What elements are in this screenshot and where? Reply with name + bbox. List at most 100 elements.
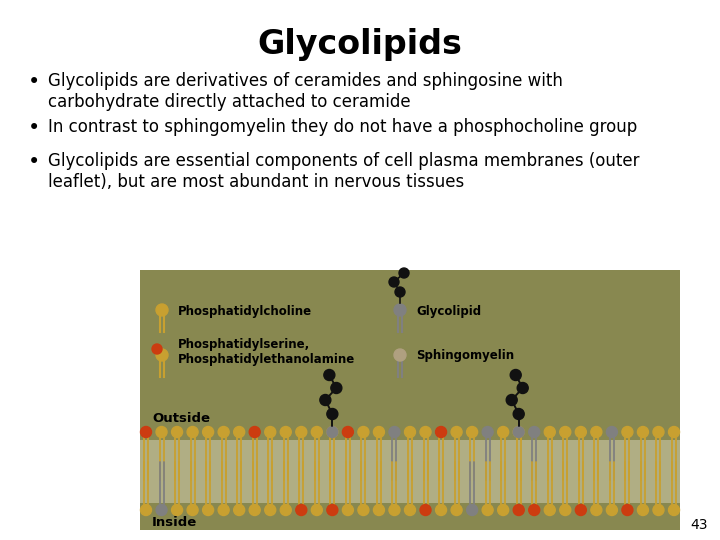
Circle shape xyxy=(389,427,400,437)
Circle shape xyxy=(343,427,354,437)
Circle shape xyxy=(559,504,571,516)
Text: •: • xyxy=(28,152,40,172)
Circle shape xyxy=(653,427,664,437)
Circle shape xyxy=(187,427,198,437)
Text: Glycolipids: Glycolipids xyxy=(258,28,462,61)
Circle shape xyxy=(622,504,633,516)
Circle shape xyxy=(482,427,493,437)
Circle shape xyxy=(389,504,400,516)
Circle shape xyxy=(327,504,338,516)
Text: Inside: Inside xyxy=(152,516,197,529)
Circle shape xyxy=(389,277,399,287)
Circle shape xyxy=(451,504,462,516)
Circle shape xyxy=(591,504,602,516)
Circle shape xyxy=(606,427,617,437)
Circle shape xyxy=(498,504,508,516)
Circle shape xyxy=(498,427,508,437)
Text: Glycolipid: Glycolipid xyxy=(416,306,481,319)
Text: Glycolipids are derivatives of ceramides and sphingosine with
carbohydrate direc: Glycolipids are derivatives of ceramides… xyxy=(48,72,563,111)
Circle shape xyxy=(405,504,415,516)
Circle shape xyxy=(517,382,528,394)
Circle shape xyxy=(510,369,521,381)
Circle shape xyxy=(327,408,338,420)
Circle shape xyxy=(395,287,405,297)
Circle shape xyxy=(343,504,354,516)
Circle shape xyxy=(528,504,540,516)
Circle shape xyxy=(296,427,307,437)
Circle shape xyxy=(358,427,369,437)
Text: •: • xyxy=(28,118,40,138)
Circle shape xyxy=(575,427,586,437)
Circle shape xyxy=(187,504,198,516)
Circle shape xyxy=(320,395,331,406)
Bar xyxy=(140,440,680,503)
Circle shape xyxy=(559,427,571,437)
Circle shape xyxy=(358,504,369,516)
Circle shape xyxy=(467,504,477,516)
Circle shape xyxy=(311,504,323,516)
Circle shape xyxy=(506,395,517,406)
Circle shape xyxy=(513,427,524,437)
Circle shape xyxy=(171,427,183,437)
Text: 43: 43 xyxy=(690,518,708,532)
Circle shape xyxy=(513,427,524,437)
Circle shape xyxy=(140,504,151,516)
Circle shape xyxy=(218,427,229,437)
Text: Phosphatidylserine,
Phosphatidylethanolamine: Phosphatidylserine, Phosphatidylethanola… xyxy=(178,338,355,366)
Circle shape xyxy=(327,427,338,437)
Circle shape xyxy=(451,427,462,437)
Text: Sphingomyelin: Sphingomyelin xyxy=(416,348,514,361)
Circle shape xyxy=(420,427,431,437)
Circle shape xyxy=(156,427,167,437)
Circle shape xyxy=(265,504,276,516)
Text: In contrast to sphingomyelin they do not have a phosphocholine group: In contrast to sphingomyelin they do not… xyxy=(48,118,637,136)
Circle shape xyxy=(218,504,229,516)
Circle shape xyxy=(668,427,680,437)
Circle shape xyxy=(653,504,664,516)
Circle shape xyxy=(544,504,555,516)
Circle shape xyxy=(482,504,493,516)
Circle shape xyxy=(637,427,649,437)
Circle shape xyxy=(156,504,167,516)
Circle shape xyxy=(249,504,260,516)
Circle shape xyxy=(420,504,431,516)
Circle shape xyxy=(171,504,183,516)
Circle shape xyxy=(394,349,406,361)
Circle shape xyxy=(156,349,168,361)
Circle shape xyxy=(575,504,586,516)
Circle shape xyxy=(513,408,524,420)
Circle shape xyxy=(436,504,446,516)
Circle shape xyxy=(152,344,162,354)
Circle shape xyxy=(374,427,384,437)
Circle shape xyxy=(280,504,292,516)
Circle shape xyxy=(234,504,245,516)
Circle shape xyxy=(202,427,214,437)
Circle shape xyxy=(467,427,477,437)
Circle shape xyxy=(528,427,540,437)
Circle shape xyxy=(280,427,292,437)
Circle shape xyxy=(156,304,168,316)
Circle shape xyxy=(249,427,260,437)
Text: Phosphatidylcholine: Phosphatidylcholine xyxy=(178,306,312,319)
Circle shape xyxy=(234,427,245,437)
Circle shape xyxy=(399,268,409,278)
Circle shape xyxy=(202,504,214,516)
Circle shape xyxy=(622,427,633,437)
Circle shape xyxy=(544,427,555,437)
Circle shape xyxy=(637,504,649,516)
Circle shape xyxy=(311,427,323,437)
Text: •: • xyxy=(28,72,40,92)
Circle shape xyxy=(591,427,602,437)
Circle shape xyxy=(405,427,415,437)
Circle shape xyxy=(140,427,151,437)
Circle shape xyxy=(265,427,276,437)
Circle shape xyxy=(331,382,342,394)
Circle shape xyxy=(606,504,617,516)
Circle shape xyxy=(668,504,680,516)
Text: Outside: Outside xyxy=(152,411,210,424)
Circle shape xyxy=(324,369,335,381)
Circle shape xyxy=(327,427,338,437)
Circle shape xyxy=(513,504,524,516)
Circle shape xyxy=(374,504,384,516)
Bar xyxy=(140,270,680,530)
